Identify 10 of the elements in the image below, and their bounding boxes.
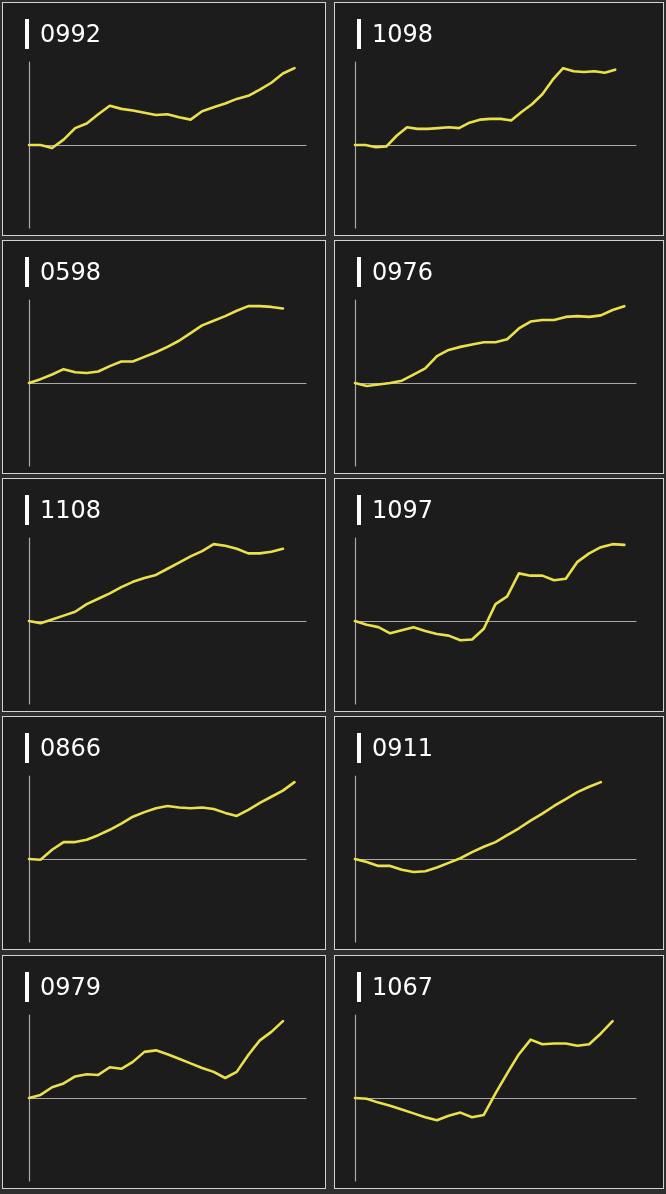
chart-title: 1108: [40, 495, 102, 525]
chart-title: 0598: [40, 257, 102, 287]
chart-title: 0976: [372, 257, 434, 287]
chart-title: 1067: [372, 972, 434, 1002]
chart-title: 0979: [40, 972, 102, 1002]
chart-title: 1098: [372, 19, 434, 49]
chart-title: 1097: [372, 495, 434, 525]
chart-title: 0866: [40, 733, 102, 763]
chart-title: 0992: [40, 19, 102, 49]
chart-title: 0911: [372, 733, 434, 763]
